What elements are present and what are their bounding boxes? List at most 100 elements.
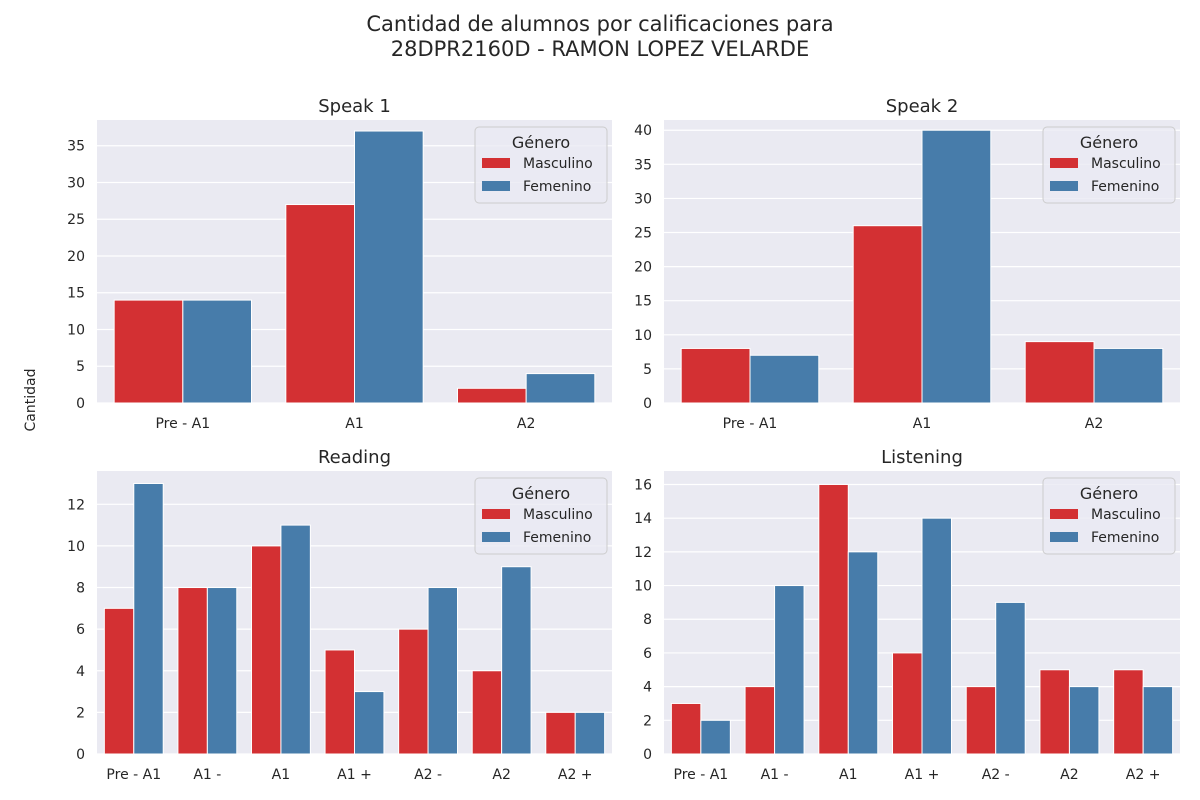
bar-masculino: [324, 649, 356, 755]
bar-masculino: [103, 607, 135, 755]
bar-masculino: [1039, 669, 1070, 755]
legend-swatch-femenino: [482, 181, 510, 191]
legend-title: Género: [512, 484, 570, 503]
y-tick-label: 6: [76, 622, 85, 638]
y-tick-label: 16: [634, 477, 652, 493]
bar-femenino: [280, 524, 311, 755]
legend-swatch-masculino: [482, 509, 510, 519]
bar-masculino: [398, 628, 429, 755]
bar-femenino: [525, 373, 596, 404]
panel-title: Reading: [318, 447, 391, 468]
bar-femenino: [206, 587, 238, 755]
bar-masculino: [892, 652, 923, 755]
bar-masculino: [818, 483, 849, 755]
y-tick-label: 20: [634, 260, 652, 276]
x-tick-label: Pre - A1: [674, 767, 729, 783]
x-tick-label: Pre - A1: [106, 767, 161, 783]
legend-label: Femenino: [1091, 530, 1159, 546]
bar-masculino: [1113, 669, 1144, 755]
x-tick-label: A2 -: [414, 767, 442, 783]
panel-title: Speak 1: [318, 96, 391, 117]
bar-masculino: [457, 387, 527, 404]
y-tick-label: 8: [643, 612, 652, 628]
bar-femenino: [501, 566, 532, 755]
bar-femenino: [354, 130, 424, 404]
y-tick-label: 10: [634, 579, 652, 595]
bar-femenino: [354, 691, 385, 755]
legend-label: Femenino: [523, 530, 591, 546]
x-tick-label: A1 -: [193, 767, 221, 783]
legend: Género Masculino Femenino: [1042, 477, 1176, 555]
y-tick-label: 35: [67, 139, 85, 155]
legend-swatch-femenino: [1050, 532, 1078, 542]
bar-femenino: [133, 482, 164, 755]
bar-femenino: [921, 517, 952, 755]
legend-label: Masculino: [523, 507, 593, 523]
x-tick-label: A2 +: [1126, 767, 1161, 783]
x-tick-label: A1 +: [337, 767, 372, 783]
y-tick-label: 20: [67, 249, 85, 265]
legend-swatch-masculino: [1050, 158, 1078, 168]
chart-panel-4: 0 2 4 6 8 10 12 14 16 Pre - A1 A1 - A1 A1 + A2 - A2 A2 …: [634, 447, 1180, 783]
x-tick-label: A2: [517, 416, 535, 432]
x-tick-label: A1 +: [905, 767, 940, 783]
legend-title: Género: [512, 133, 570, 152]
bar-femenino: [1142, 686, 1174, 755]
figure-title-line1: Cantidad de alumnos por calificaciones p…: [366, 12, 834, 36]
x-tick-label: A1: [913, 416, 931, 432]
y-tick-label: 10: [634, 328, 652, 344]
chart-panel-3: 0 2 4 6 8 10 12 Pre - A1 A1 - A1 A1 + A2 - A2 A2 + Rea…: [67, 447, 612, 783]
y-tick-label: 35: [634, 157, 652, 173]
y-tick-label: 15: [634, 294, 652, 310]
y-tick-label: 0: [76, 396, 85, 412]
y-tick-label: 5: [643, 362, 652, 378]
x-tick-label: A2 -: [982, 767, 1010, 783]
bar-masculino: [965, 686, 997, 755]
x-tick-label: Pre - A1: [723, 416, 778, 432]
legend-swatch-femenino: [1050, 181, 1078, 191]
x-tick-label: A2: [1060, 767, 1078, 783]
legend-label: Femenino: [523, 179, 591, 195]
y-tick-label: 30: [634, 191, 652, 207]
x-tick-label: A2: [1085, 416, 1103, 432]
y-tick-label: 10: [67, 539, 85, 555]
y-tick-label: 0: [76, 747, 85, 763]
figure-title-line2: 28DPR2160D - RAMON LOPEZ VELARDE: [390, 37, 810, 61]
legend: Género Masculino Femenino: [1042, 126, 1176, 204]
y-tick-label: 25: [634, 226, 652, 242]
chart-panel-1: 0 5 10 15 20 25 30 35 Pre - A1 A1 A2 Speak 1 Género M…: [67, 96, 612, 432]
bar-masculino: [251, 545, 282, 755]
x-tick-label: A1 -: [761, 767, 789, 783]
y-tick-label: 0: [643, 396, 652, 412]
legend-label: Femenino: [1091, 179, 1159, 195]
x-tick-label: A2 +: [558, 767, 593, 783]
x-tick-label: A1: [345, 416, 363, 432]
y-tick-label: 12: [67, 497, 85, 513]
y-tick-label: 8: [76, 581, 85, 597]
y-tick-label: 15: [67, 286, 85, 302]
figure-title: Cantidad de alumnos por calificaciones p…: [0, 12, 1200, 62]
chart-panel-2: 0 5 10 15 20 25 30 35 40 Pre - A1 A1 A2 Speak 2 Géner…: [634, 96, 1180, 432]
bar-masculino: [680, 347, 751, 404]
y-tick-label: 30: [67, 175, 85, 191]
bar-masculino: [1024, 341, 1095, 404]
bar-femenino: [427, 587, 459, 755]
x-tick-label: A1: [272, 767, 290, 783]
bar-masculino: [852, 225, 923, 404]
bar-masculino: [471, 670, 503, 755]
bar-masculino: [744, 686, 776, 755]
bar-femenino: [1068, 686, 1100, 755]
legend-label: Masculino: [1091, 507, 1161, 523]
y-tick-label: 5: [76, 359, 85, 375]
y-tick-label: 25: [67, 212, 85, 228]
bar-masculino: [545, 711, 576, 755]
bar-femenino: [774, 585, 805, 755]
y-tick-label: 14: [634, 511, 652, 527]
bar-femenino: [574, 711, 606, 755]
legend-swatch-femenino: [482, 532, 510, 542]
bar-femenino: [700, 719, 731, 755]
bar-femenino: [995, 601, 1026, 755]
x-tick-label: A2: [492, 767, 510, 783]
bar-masculino: [177, 587, 208, 755]
